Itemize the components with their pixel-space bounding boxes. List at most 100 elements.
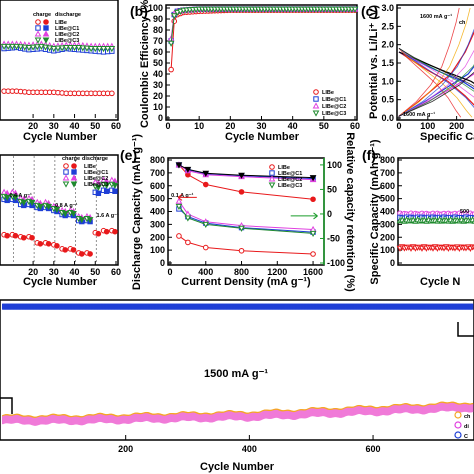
- panel-d-xlabel: Cycle Number: [23, 276, 98, 288]
- panel-a-legend-discharge: discharge: [55, 12, 81, 18]
- panel-e-point: [184, 166, 192, 173]
- panel-a-legend-marker: [35, 25, 41, 31]
- panel-a-point: [17, 44, 24, 51]
- panel-c-discharge-curve: [398, 48, 474, 108]
- panel-b-legend-label: LIBe@C3: [322, 111, 346, 117]
- panel-b-ytick-label: 80: [153, 25, 163, 35]
- panel-e-arrow-left: [177, 193, 197, 201]
- panel-d-legend-label: LIBe@C2: [84, 176, 108, 182]
- panel-f-ylabel: Specific Capacity (mAh g⁻¹): [369, 139, 381, 285]
- panel-b-series-line: [170, 8, 355, 44]
- panel-c-annotation-top: 1600 mA g⁻¹: [420, 13, 452, 20]
- panel-e-xlabel: Current Density (mA g⁻¹): [181, 276, 311, 288]
- panel-e-point: [310, 251, 316, 257]
- panel-g-xticks: 200 400 600: [118, 435, 381, 454]
- panel-a-legend-marker: [34, 37, 42, 44]
- panel-b-point: [168, 66, 174, 73]
- panel-d-legend-marker: [70, 174, 78, 181]
- panel-e-series-line: [178, 200, 314, 231]
- panel-e-point: [175, 162, 183, 169]
- panel-e-legend-label: LIBe@C3: [278, 183, 302, 189]
- panel-a-point: [100, 46, 107, 53]
- panel-c-discharge-curve: [398, 48, 473, 118]
- panel-g-legend: ch di C: [454, 411, 471, 440]
- panel-e-point: [309, 225, 317, 233]
- panel-e-ytick-right-label: -50: [327, 233, 340, 243]
- panel-a-point: [71, 44, 78, 52]
- panel-f: (f) Specific Capacity (mAh g⁻¹) 0 100 200 3…: [362, 139, 474, 288]
- panel-a-frame: [0, 0, 119, 121]
- panel-a-legend-marker: [43, 25, 49, 31]
- panel-f-ytick-label: 400: [380, 207, 395, 217]
- panel-g-inset-bracket-right: [457, 322, 474, 337]
- panel-e-ytick-label: 300: [150, 219, 165, 229]
- panel-g-legend-label: C: [464, 434, 468, 440]
- panel-d-dividers: [12, 156, 97, 264]
- panel-d-legend-marker: [70, 181, 78, 188]
- panel-d-legend-discharge: discharge: [82, 156, 108, 162]
- panel-b-legend-marker: [313, 96, 319, 102]
- panel-d-legend-marker: [71, 169, 77, 175]
- panel-b-ytick-label: 100: [148, 3, 163, 13]
- panel-e-point: [184, 215, 192, 222]
- panel-e-point: [185, 239, 191, 246]
- panel-a-point: [87, 46, 95, 53]
- panel-b-xlabel: Cycle Number: [225, 131, 300, 143]
- panel-e-ytick-label: 200: [150, 232, 165, 242]
- panel-e-legend-marker: [269, 164, 275, 170]
- panel-b-xtick-label: 30: [256, 121, 266, 131]
- panel-a-xtick-label: 50: [90, 121, 100, 131]
- panel-b-xtick-label: 60: [350, 121, 360, 131]
- panel-a-point: [67, 44, 74, 52]
- panel-g-legend-marker: [454, 411, 462, 419]
- panel-a-point: [79, 45, 87, 52]
- panel-g-legend-marker: [454, 421, 462, 429]
- panel-a-point: [109, 90, 115, 97]
- panel-g-ce-point: [471, 303, 474, 310]
- panel-b-series-line: [170, 9, 355, 70]
- panel-a-legend-label: LIBe@C2: [55, 32, 79, 38]
- panel-e-legend-label: LIBe@C2: [278, 177, 302, 183]
- panel-c-yticks: 0.0 0.5 1.0 1.5 2.0 2.5 3.0: [381, 3, 401, 123]
- panel-f-xlabel: Cycle N: [420, 276, 460, 288]
- panel-b: (b) Coulombic Efficiency (%) 01020304050…: [130, 0, 360, 143]
- panel-a-xticks: 20 30 40 50 60: [28, 114, 121, 131]
- panel-d-xticks: 20 30 40 50 60: [28, 261, 121, 277]
- panel-a: 20 30 40 50 60 Cycle Number charge discharge…: [0, 0, 121, 143]
- panel-c-ytick-label: 1.5: [381, 58, 394, 68]
- panel-d: 20 30 40 50 60 charge discharge LIBeLIBe@C1L…: [0, 154, 194, 288]
- panel-d-legend-marker: [63, 163, 69, 169]
- panel-g-xtick-label: 400: [242, 444, 257, 454]
- panel-d-points: [0, 176, 119, 257]
- panel-a-points: [0, 40, 116, 97]
- panel-b-ylabel: Coulombic Efficiency (%): [139, 0, 151, 128]
- panel-d-xtick-label: 30: [49, 267, 59, 277]
- panel-e-point: [238, 247, 245, 254]
- panel-d-xtick-label: 60: [111, 267, 121, 277]
- panel-b-letter: (b): [130, 3, 148, 19]
- panel-a-point: [33, 44, 41, 51]
- panel-c-ytick-label: 3.0: [381, 3, 394, 13]
- panel-a-point: [54, 45, 62, 52]
- panel-e-ytick-label: 100: [150, 245, 165, 255]
- panel-e-point: [202, 170, 210, 177]
- panel-a-legend-marker: [35, 19, 41, 25]
- panel-c-charge-curve: [398, 7, 471, 117]
- panel-b-ytick-label: 0: [158, 113, 163, 123]
- panel-d-legend-marker: [63, 169, 69, 175]
- panel-e-ytick-right-label: 100: [327, 160, 342, 170]
- panel-a-point: [104, 46, 112, 53]
- panel-e-arrow-right: [290, 212, 318, 220]
- panel-a-point: [0, 43, 8, 50]
- panel-e-point: [175, 197, 183, 204]
- panel-g-xlabel: Cycle Number: [200, 461, 275, 473]
- panel-b-legend-marker: [312, 102, 320, 109]
- panel-d-point: [37, 241, 44, 247]
- panel-c-charge-curve: [398, 71, 474, 117]
- panel-e-point: [238, 172, 245, 179]
- panel-a-legend-label: LIBe@C3: [55, 38, 79, 44]
- panel-d-point: [12, 232, 19, 239]
- panel-g-xtick-label: 200: [118, 444, 133, 454]
- panel-e-ytick-right-label: 50: [327, 184, 337, 194]
